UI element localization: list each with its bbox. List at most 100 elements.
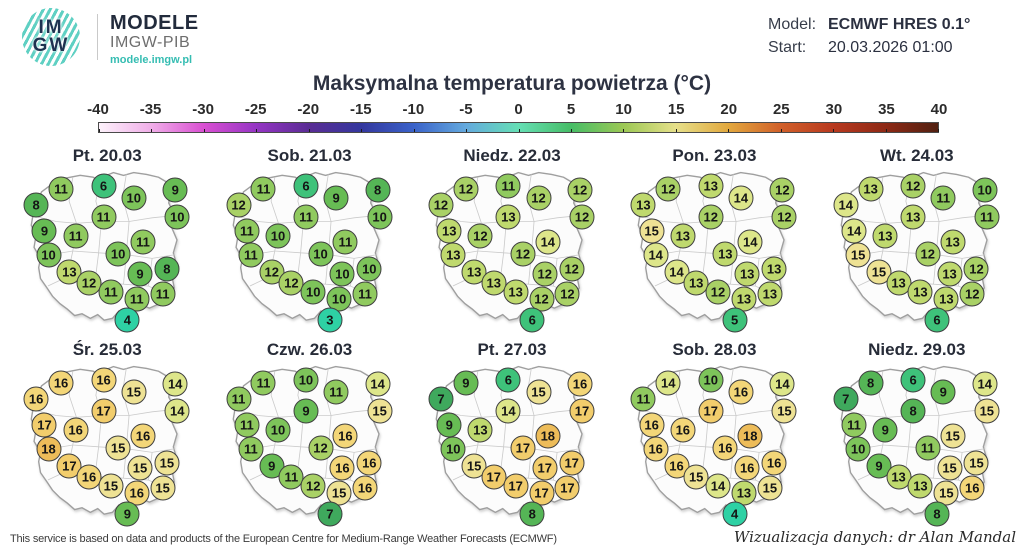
- temperature-bubble: 13: [886, 464, 912, 490]
- temperature-bubble: 10: [326, 286, 352, 312]
- temperature-bubble: 15: [974, 398, 1000, 424]
- temperature-bubble: 16: [63, 417, 89, 443]
- temperature-bubble: 15: [105, 435, 131, 460]
- temperature-bubble: 16: [48, 370, 74, 396]
- temperature-bubble: 6: [900, 367, 926, 393]
- colorbar-tick-mark: [99, 129, 100, 132]
- temperature-bubble: 10: [308, 241, 334, 266]
- temperature-bubble: 14: [365, 371, 391, 397]
- temperature-bubble: 12: [278, 270, 304, 296]
- temperature-bubble: 11: [63, 223, 89, 249]
- temperature-bubble: 16: [761, 450, 787, 476]
- temperature-bubble: 12: [769, 177, 795, 203]
- temperature-bubble: 15: [845, 242, 871, 268]
- temperature-bubble: 13: [495, 204, 521, 230]
- temperature-bubble: 10: [367, 204, 393, 230]
- temperature-bubble: 15: [326, 480, 352, 506]
- temperature-bubble: 4: [114, 307, 140, 333]
- temperature-bubble: 16: [352, 475, 378, 501]
- temperature-bubble: 9: [872, 417, 898, 443]
- forecast-map-panel: Sob. 21.03 11 6 9 8 12 10 11 11 10 11 11 10 12 10 10 12 1…: [208, 146, 410, 339]
- temperature-bubble: 14: [495, 398, 521, 424]
- start-label: Start:: [768, 39, 807, 56]
- model-info: Model: ECMWF HRES 0.1° Start: 20.03.2026…: [768, 16, 970, 62]
- temperature-bubble: 17: [698, 398, 724, 424]
- temperature-bubble: 8: [23, 192, 49, 218]
- temperature-bubble: 13: [440, 242, 466, 268]
- forecast-map-panel: Pt. 20.03 11 6 10 9 8 10 11 9 11 11 10 10 13 9 8 12 11 11 1…: [6, 146, 208, 339]
- temperature-bubble: 10: [105, 241, 131, 266]
- temperature-bubble: 13: [940, 229, 966, 255]
- panel-date-label: Pt. 20.03: [72, 146, 142, 165]
- temperature-bubble: 9: [127, 261, 153, 287]
- temperature-bubble: 13: [900, 204, 926, 230]
- temperature-bubble: 11: [352, 281, 378, 307]
- temperature-bubble: 11: [250, 370, 276, 396]
- temperature-bubble: 17: [559, 450, 585, 476]
- imgw-logo-text-bottom: GW: [32, 35, 70, 56]
- temperature-bubble: 13: [731, 480, 757, 506]
- temperature-bubble: 11: [841, 412, 867, 438]
- temperature-bubble: 9: [323, 185, 349, 211]
- page-title: Maksymalna temperatura powietrza (°C): [312, 72, 712, 95]
- model-label: Model:: [768, 16, 817, 33]
- temperature-bubble: 13: [503, 279, 529, 305]
- temperature-bubble: 7: [833, 386, 859, 412]
- temperature-bubble: 14: [972, 371, 998, 397]
- temperature-bubble: 14: [643, 242, 669, 268]
- temperature-bubble: 13: [467, 417, 493, 443]
- temperature-bubble: 9: [162, 177, 188, 203]
- temperature-bubble: 12: [526, 185, 551, 211]
- temperature-bubble: 16: [130, 423, 156, 449]
- colorbar-tick-label: 5: [566, 101, 576, 118]
- colorbar-tick-label: 0: [514, 101, 523, 118]
- temperature-bubble: 16: [23, 386, 49, 412]
- temperature-bubble: 12: [771, 204, 797, 230]
- temperature-bubble: 11: [630, 386, 656, 412]
- temperature-bubble: 11: [234, 218, 260, 244]
- start-value: 20.03.2026 01:00: [828, 39, 953, 56]
- temperature-bubble: 11: [130, 229, 156, 255]
- colorbar-tick-mark: [203, 129, 205, 132]
- temperature-bubble: 14: [737, 229, 763, 255]
- forecast-map-panel: Pon. 23.03 12 13 14 12 13 12 12 15 13 14 14 13 14 13 13…: [613, 146, 815, 339]
- colorbar-gradient: [98, 122, 939, 133]
- temperature-bubble: 10: [265, 417, 291, 443]
- temperature-bubble: 11: [48, 176, 74, 202]
- forecast-map-panel: Pt. 27.03 9 6 15 16 7 17 14 9 13 18 10 17 15 17 17 17 17 1…: [411, 340, 613, 533]
- colorbar-tick-mark: [361, 129, 363, 132]
- panel-date-label: Niedz. 29.03: [868, 340, 966, 359]
- temperature-bubble: 13: [670, 223, 696, 249]
- temperature-bubble: 12: [467, 223, 493, 249]
- temperature-bubble: 11: [278, 464, 304, 490]
- temperature-bubble: 13: [731, 286, 757, 312]
- temperature-bubble: 13: [712, 241, 738, 266]
- temperature-bubble: 15: [933, 480, 959, 506]
- temperature-bubble: 6: [924, 307, 950, 333]
- temperature-bubble: 12: [963, 256, 989, 282]
- logo-divider: [97, 14, 98, 60]
- temperature-bubble: 17: [481, 464, 507, 490]
- imgw-logo-text-top: IM: [38, 17, 64, 38]
- temperature-bubble: 11: [323, 379, 349, 405]
- temperature-bubble: 17: [554, 475, 580, 501]
- colorbar-tick-label: 35: [878, 101, 895, 118]
- temperature-bubble: 12: [554, 281, 580, 307]
- temperature-bubble: 8: [519, 501, 545, 527]
- site-link[interactable]: modele.imgw.pl: [110, 54, 193, 66]
- panel-date-label: Sob. 21.03: [267, 146, 352, 165]
- panel-date-label: Czw. 26.03: [266, 340, 353, 359]
- brand-subtitle: IMGW-PIB: [110, 34, 191, 51]
- temperature-bubble: 11: [226, 386, 252, 412]
- temperature-bubble: 11: [930, 185, 956, 211]
- colorbar-tick-mark: [675, 129, 677, 132]
- forecast-map-panel: Czw. 26.03 11 10 11 14 11 15 9 11 10 16 11 12 9 16 16 11…: [208, 340, 410, 533]
- temperature-bubble: 9: [453, 370, 479, 396]
- temperature-bubble: 14: [833, 192, 859, 218]
- temperature-bubble: 16: [329, 455, 355, 481]
- temperature-bubble: 15: [963, 450, 989, 476]
- temperature-bubble: 10: [300, 279, 326, 305]
- temperature-bubble: 12: [567, 177, 593, 203]
- temperature-bubble: 12: [428, 192, 454, 218]
- temperature-bubble: 16: [643, 436, 669, 462]
